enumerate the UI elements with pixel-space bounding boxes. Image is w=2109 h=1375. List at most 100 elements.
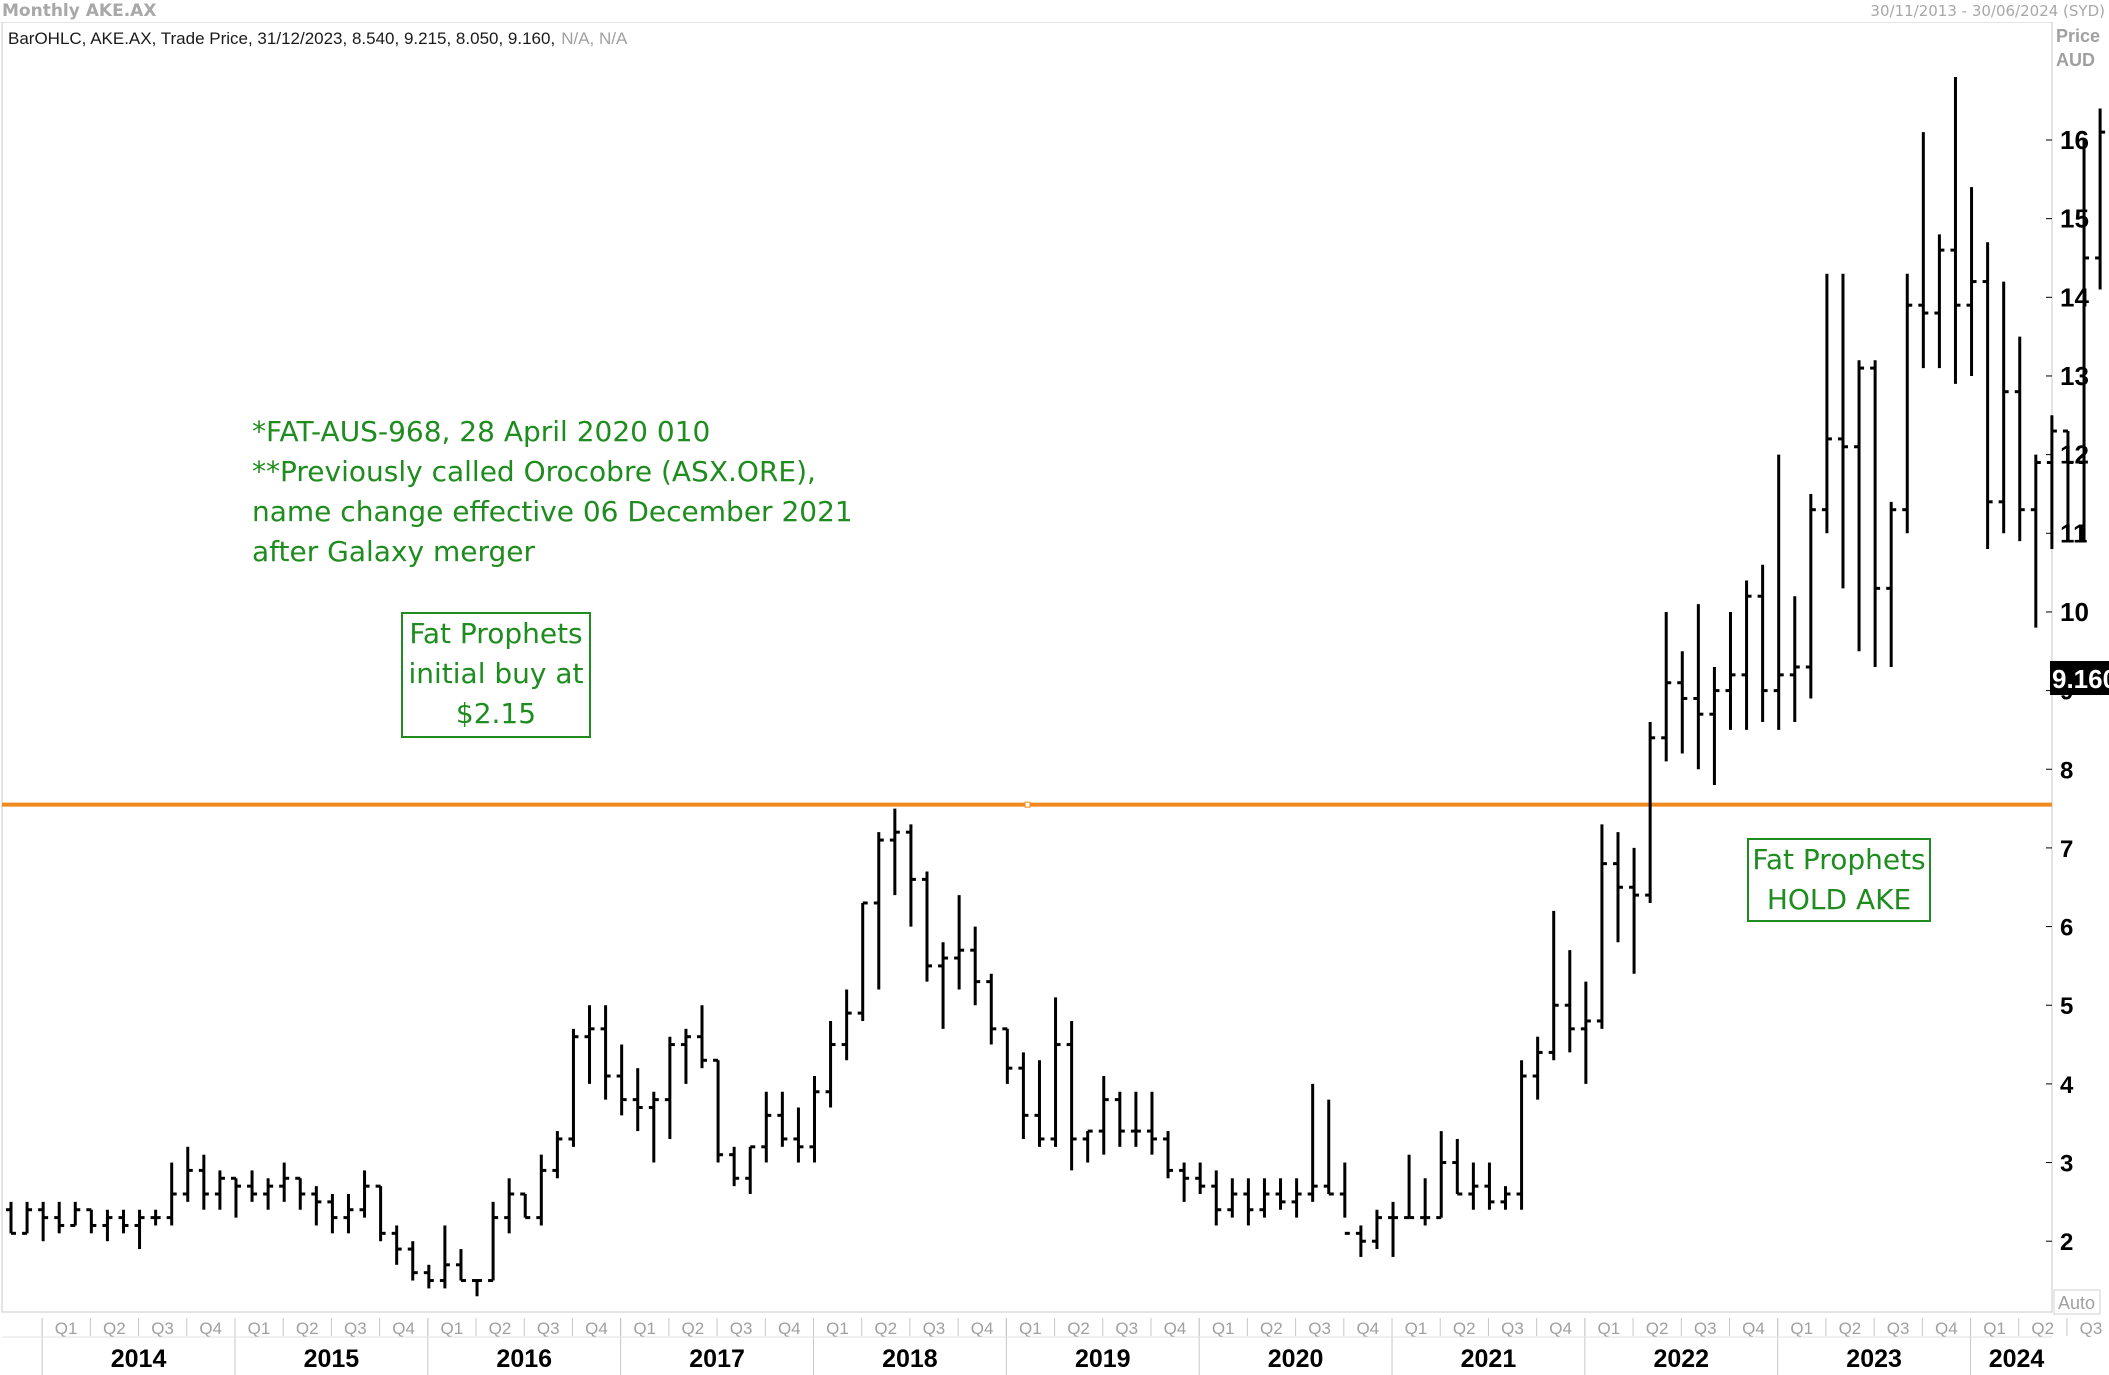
ohlc-bar <box>1982 242 1993 550</box>
ohlc-bar <box>809 1076 820 1163</box>
quarter-label: Q3 <box>1308 1319 1331 1338</box>
ohlc-bar <box>1227 1178 1238 1218</box>
ohlc-bar <box>1854 360 1865 652</box>
quarter-label: Q1 <box>1598 1319 1621 1338</box>
ohlc-bar <box>38 1201 49 1242</box>
quarter-label: Q1 <box>1983 1319 2006 1338</box>
auto-scale-button[interactable] <box>2053 1289 2101 1315</box>
ohlc-bar <box>134 1209 145 1250</box>
quarter-label: Q1 <box>633 1319 656 1338</box>
ohlc-bar <box>1789 596 1800 723</box>
initial-buy-line-3: $2.15 <box>455 697 537 730</box>
ohlc-bar <box>552 1131 563 1179</box>
quarter-label: Q2 <box>1646 1319 1669 1338</box>
ohlc-bar <box>166 1162 177 1226</box>
note-line-1: *FAT-AUS-968, 28 April 2020 010 <box>252 415 711 448</box>
resistance-line-handle[interactable] <box>1024 801 1031 808</box>
ohlc-bar <box>472 1279 483 1297</box>
year-label: 2023 <box>1846 1345 1902 1373</box>
quarter-label: Q4 <box>1935 1319 1958 1338</box>
ohlc-bar <box>664 1036 675 1139</box>
ohlc-bar <box>504 1178 515 1234</box>
ohlc-bar <box>263 1178 274 1210</box>
ohlc-bar <box>70 1201 81 1227</box>
ohlc-bar <box>2062 429 2073 542</box>
date-range: 30/11/2013 - 30/06/2024 (SYD) <box>1870 2 2105 20</box>
ohlc-bar <box>921 871 932 982</box>
ohlc-bar <box>2095 108 2106 290</box>
quarter-label: Q3 <box>344 1319 367 1338</box>
notes-annotation: *FAT-AUS-968, 28 April 2020 010 **Previo… <box>252 412 872 572</box>
quarter-label: Q2 <box>874 1319 897 1338</box>
ohlc-bar <box>1098 1076 1109 1155</box>
ohlc-bar <box>1773 454 1784 730</box>
quarter-label: Q3 <box>1501 1319 1524 1338</box>
ohlc-bar <box>1500 1186 1511 1210</box>
ohlc-bar <box>938 942 949 1029</box>
ohlc-bar <box>1966 187 1977 376</box>
ohlc-bar <box>1564 950 1575 1053</box>
ohlc-bar <box>1452 1138 1463 1196</box>
info-line-na: N/A, N/A <box>561 29 628 48</box>
ohlc-bar <box>1420 1178 1431 1226</box>
quarter-label: Q1 <box>1019 1319 1042 1338</box>
ohlc-bars <box>6 77 2106 1297</box>
ohlc-bar <box>1998 281 2009 534</box>
ohlc-bar <box>1339 1162 1350 1235</box>
ohlc-bar <box>6 1201 16 1235</box>
year-label: 2022 <box>1653 1345 1709 1373</box>
quarter-label: Q3 <box>151 1319 174 1338</box>
quarter-label: Q1 <box>1790 1319 1813 1338</box>
ohlc-bar <box>1082 1129 1093 1163</box>
current-price-tag-text: 9.160 <box>2052 664 2109 694</box>
quarter-label: Q2 <box>1453 1319 1476 1338</box>
hold-line-1: Fat Prophets <box>1752 843 1926 876</box>
quarter-label: Q2 <box>2031 1319 2054 1338</box>
ohlc-bar <box>1371 1209 1382 1250</box>
current-price-tag-bg <box>2050 661 2109 696</box>
y-tick-label: 4 <box>2060 1072 2074 1099</box>
ohlc-bar <box>1629 847 1640 974</box>
ohlc-bar <box>1709 667 1720 785</box>
ohlc-bar <box>102 1209 113 1242</box>
ohlc-bar <box>182 1146 193 1202</box>
quarter-label: Q3 <box>1115 1319 1138 1338</box>
info-line: BarOHLC, AKE.AX, Trade Price, 31/12/2023… <box>8 29 628 48</box>
auto-scale-label: Auto <box>2058 1293 2095 1313</box>
info-line-values: BarOHLC, AKE.AX, Trade Price, 31/12/2023… <box>8 29 555 48</box>
year-label: 2021 <box>1461 1345 1517 1373</box>
ohlc-bar <box>150 1209 161 1226</box>
ohlc-bar <box>343 1194 354 1234</box>
ohlc-bar <box>359 1170 370 1218</box>
quarter-label: Q1 <box>1405 1319 1428 1338</box>
ohlc-bar <box>247 1170 258 1202</box>
ohlc-bar <box>230 1176 241 1218</box>
ohlc-bar <box>1580 981 1591 1084</box>
window-title: Monthly AKE.AX <box>2 1 157 21</box>
year-label: 2016 <box>496 1345 552 1373</box>
year-label: 2017 <box>689 1345 745 1373</box>
ohlc-bar <box>986 973 997 1045</box>
ohlc-bar <box>873 832 884 990</box>
title-bar: Monthly AKE.AX 30/11/2013 - 30/06/2024 (… <box>0 0 2109 22</box>
ohlc-bar <box>2030 454 2041 628</box>
ohlc-bar <box>825 1020 836 1108</box>
y-tick-label: 7 <box>2060 836 2073 863</box>
quarter-label: Q3 <box>1694 1319 1717 1338</box>
ohlc-bar <box>1516 1060 1527 1210</box>
quarter-label: Q1 <box>248 1319 271 1338</box>
ohlc-bar <box>1870 360 1881 667</box>
quarter-label: Q3 <box>1887 1319 1910 1338</box>
initial-buy-line-2: initial buy at <box>408 657 584 690</box>
quarter-label: Q2 <box>1260 1319 1283 1338</box>
ohlc-bar <box>1821 273 1832 534</box>
ohlc-bar <box>1291 1178 1302 1218</box>
ohlc-bar <box>455 1249 466 1283</box>
ohlc-bar <box>1613 832 1623 943</box>
ohlc-bar <box>857 901 868 1021</box>
ohlc-bar <box>1259 1178 1270 1218</box>
x-axis: Q1 Q2 Q3 Q4 Q1 Q2 Q3 Q4 Q1 Q2 Q3 Q4 Q1 Q2 Q3 Q4 Q1 Q2 Q3 Q4… <box>2 1318 2102 1375</box>
quarter-label: Q1 <box>55 1319 78 1338</box>
quarter-label: Q1 <box>1212 1319 1235 1338</box>
current-price-tag: 9.160 <box>2050 661 2109 696</box>
